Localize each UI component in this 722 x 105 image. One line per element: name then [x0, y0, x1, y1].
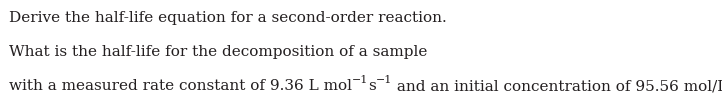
Text: What is the half-life for the decomposition of a sample: What is the half-life for the decomposit… — [9, 45, 427, 59]
Text: Derive the half-life equation for a second-order reaction.: Derive the half-life equation for a seco… — [9, 11, 447, 25]
Text: with a measured rate constant of 9.36 L mol: with a measured rate constant of 9.36 L … — [9, 79, 352, 93]
Text: −1: −1 — [352, 75, 368, 85]
Text: and an initial concentration of 95.56 mol/L.: and an initial concentration of 95.56 mo… — [393, 79, 722, 93]
Text: s: s — [368, 79, 376, 93]
Text: −1: −1 — [376, 75, 393, 85]
